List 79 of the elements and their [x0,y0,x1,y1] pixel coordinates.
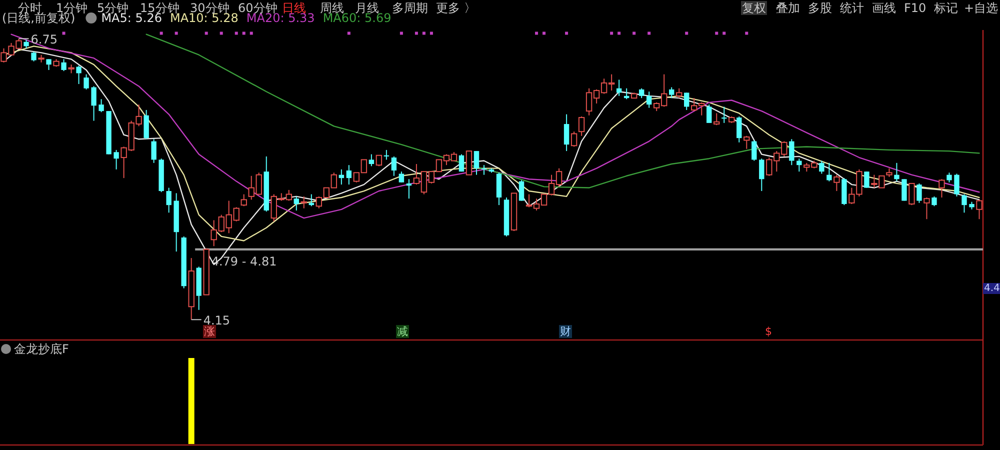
text: +自选 [964,1,998,15]
candlestick [76,65,82,85]
candlestick [144,109,149,140]
text: 叠加 [776,1,800,15]
candlestick [736,116,742,143]
candlestick [518,180,524,202]
candlestick [759,158,764,192]
text: 画线 [872,1,896,15]
candlestick [834,174,840,192]
candlestick [368,154,374,167]
candlestick [496,172,502,206]
candlestick [638,88,644,99]
candlestick [924,197,930,220]
text: 多周期 [392,1,428,15]
candlestick [384,149,390,160]
annotation: 6.75 [30,32,58,47]
candlestick [338,168,344,186]
candlestick [84,74,89,90]
candlestick [466,150,472,176]
candlestick [826,162,832,182]
annotation: 涨 [204,325,215,338]
candlestick [570,131,578,148]
candlestick [954,173,960,197]
candlestick [240,194,247,207]
text: 日线 [282,1,306,15]
text: 分时 [18,1,42,15]
text: 复权 [742,1,766,15]
candlestick [752,140,757,162]
annotation: 财 [560,325,571,338]
candlestick [722,106,727,124]
text: 统计 [840,1,864,15]
candlestick [932,196,937,207]
candlestick [458,154,464,172]
candlestick [346,164,352,186]
candlestick [684,92,690,110]
candlestick [676,88,682,99]
candlestick [61,58,66,72]
candlestick [744,135,750,150]
candlestick [31,51,36,62]
candlestick [796,158,802,172]
text: F10 [904,1,926,15]
candlestick [668,86,674,99]
candlestick [976,199,982,220]
candlestick [946,172,952,183]
text: 标记 [933,1,958,15]
text: 多股 [808,1,832,15]
candlestick [819,160,824,174]
candlestick [300,196,308,209]
candlestick [789,138,794,166]
candlestick [114,149,119,170]
candlestick [474,150,480,176]
candlestick [894,162,900,182]
candlestick [706,104,712,124]
chart-title: 金龙抄底F [14,342,69,356]
candlestick [578,116,585,136]
candlestick [46,58,52,70]
candlestick [151,138,156,164]
candlestick [294,196,299,211]
candlestick [391,156,397,176]
candlestick [398,171,404,183]
candlestick [962,194,967,214]
annotation: 减 [397,325,408,338]
text: 4.4 [984,283,1000,294]
candlestick [864,171,870,188]
candlestick [646,91,652,108]
text: 周线 [320,1,344,15]
candlestick [714,112,720,126]
candlestick [481,164,487,176]
candlestick [564,114,570,152]
candlestick [98,98,104,113]
candlestick [916,182,922,204]
candlestick [91,86,96,122]
candlestick [938,178,945,198]
annotation: $ [765,325,772,338]
text: 更多 〉 [436,1,476,15]
candlestick [902,178,907,202]
candlestick [908,182,915,206]
candlestick [166,187,172,214]
candlestick [376,154,382,167]
